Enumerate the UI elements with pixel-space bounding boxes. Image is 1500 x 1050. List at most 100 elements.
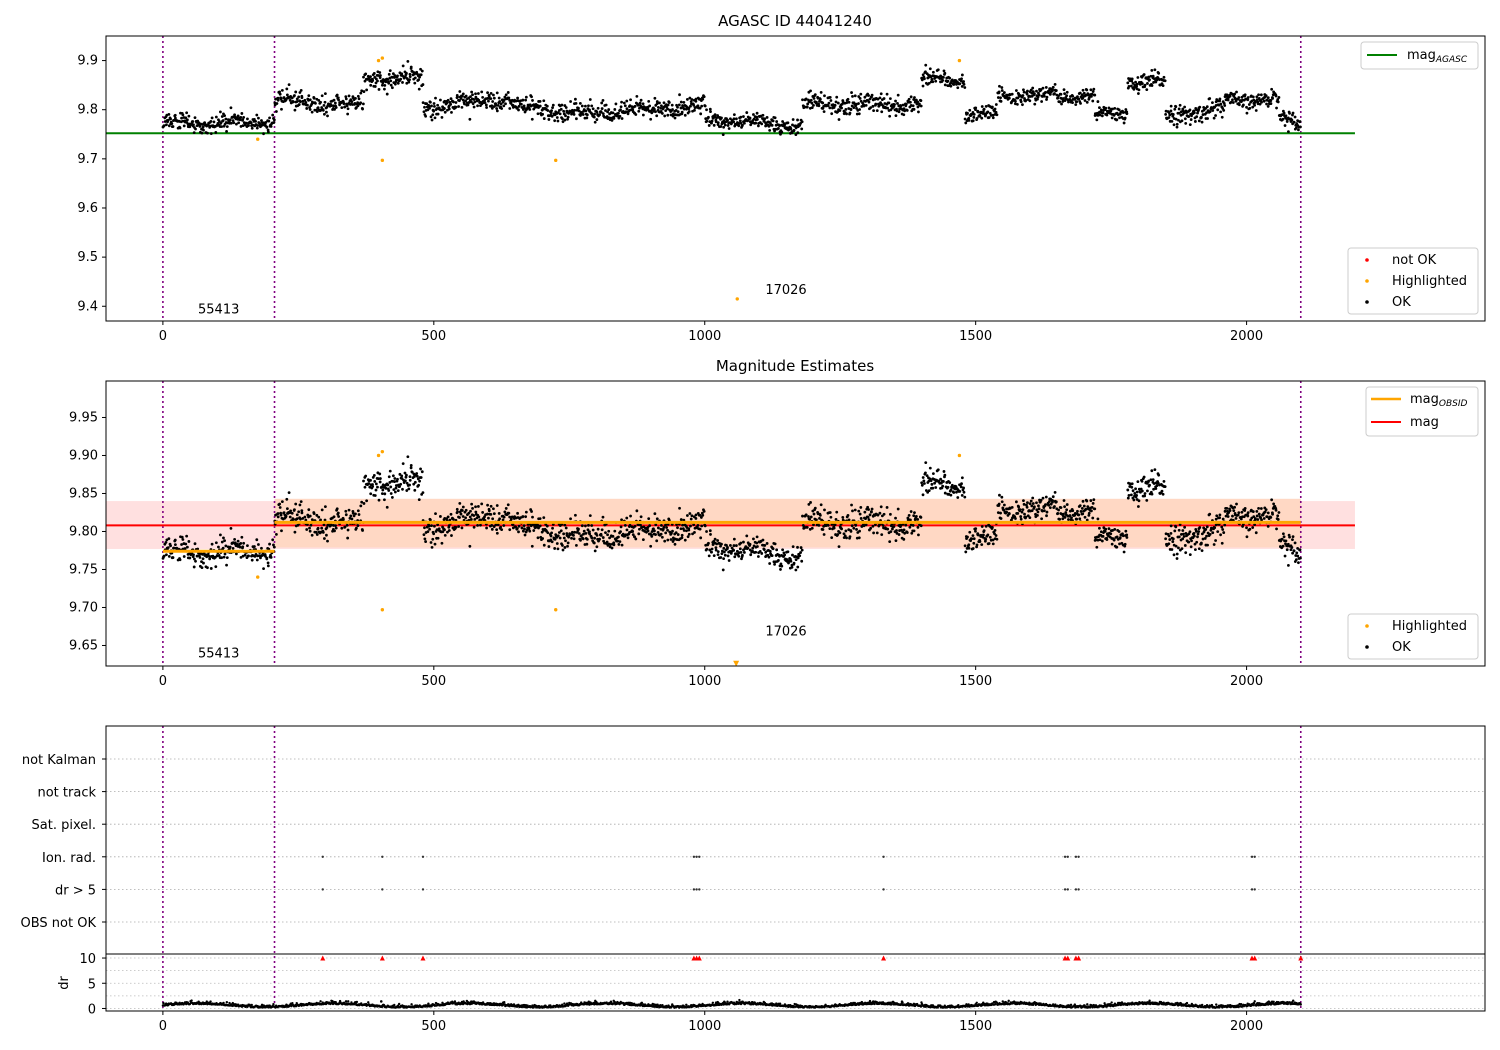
ok-point <box>646 529 650 533</box>
ok-point <box>506 503 510 507</box>
flag-event-point <box>1063 855 1067 858</box>
ok-point <box>1078 91 1082 95</box>
ok-point <box>888 114 892 118</box>
ok-point <box>200 131 204 135</box>
ok-point <box>734 544 738 547</box>
ok-point <box>868 513 872 517</box>
ok-point <box>169 117 172 121</box>
ok-point <box>573 530 577 534</box>
ok-point <box>1246 96 1250 99</box>
ok-point <box>387 475 391 479</box>
ok-point <box>1107 106 1111 110</box>
obsid-annotation: 17026 <box>765 625 806 640</box>
ok-point <box>1084 93 1088 97</box>
ok-point <box>466 103 470 107</box>
ok-point <box>978 540 982 543</box>
ok-point <box>666 113 670 117</box>
ok-point <box>321 108 325 112</box>
ok-point <box>212 120 216 124</box>
ok-point <box>1110 542 1114 546</box>
ok-point <box>1168 538 1172 541</box>
ok-point <box>855 528 858 531</box>
ok-point <box>1062 97 1065 100</box>
ok-point <box>662 526 666 529</box>
ok-point <box>538 517 542 521</box>
ok-point <box>334 524 337 528</box>
ok-point <box>854 524 858 527</box>
ok-point <box>613 529 617 533</box>
ok-point <box>722 550 726 554</box>
ok-point <box>701 97 705 101</box>
ok-point <box>351 511 355 515</box>
ok-point <box>917 533 920 537</box>
ok-point <box>894 99 897 103</box>
ok-point <box>994 110 998 114</box>
ok-point <box>638 527 641 531</box>
highlighted-point <box>554 158 558 163</box>
ok-point <box>267 119 271 123</box>
ok-point <box>480 90 484 94</box>
ok-point <box>483 515 486 519</box>
ok-point <box>1253 517 1257 520</box>
ok-point <box>838 109 842 112</box>
ok-point <box>1091 90 1095 93</box>
ok-point <box>1284 539 1288 543</box>
ok-point <box>559 107 563 111</box>
ok-point <box>1223 509 1227 513</box>
ok-point <box>429 115 433 119</box>
ok-point <box>547 118 551 121</box>
ok-point <box>771 547 775 551</box>
ok-point <box>879 92 883 96</box>
ok-point <box>581 537 585 541</box>
ok-point <box>1137 88 1141 92</box>
ok-point <box>240 535 244 539</box>
ok-point <box>275 102 279 105</box>
ok-point <box>1168 113 1172 117</box>
ok-point <box>982 107 986 111</box>
ok-point <box>609 543 612 546</box>
ok-point <box>1218 516 1222 520</box>
ok-point <box>1140 82 1144 85</box>
ok-point <box>355 526 358 530</box>
ok-point <box>1292 120 1296 124</box>
ok-point <box>346 107 350 111</box>
panel-1-title: AGASC ID 44041240 <box>718 12 872 30</box>
ok-point <box>1045 514 1048 518</box>
ok-point <box>364 72 368 76</box>
ok-point <box>815 100 818 104</box>
ok-point <box>1164 112 1168 116</box>
y-tick-label: 9.65 <box>69 638 98 653</box>
ok-point <box>685 97 689 101</box>
ok-point <box>905 531 909 534</box>
ok-point <box>838 531 842 535</box>
ok-point <box>987 116 991 119</box>
ok-point <box>971 110 975 114</box>
x-tick-label: 500 <box>421 329 446 344</box>
ok-point <box>1096 538 1100 542</box>
ok-point <box>779 132 782 136</box>
ok-point <box>1028 516 1032 520</box>
x-tick-label: 500 <box>421 674 446 689</box>
ok-point <box>870 93 874 97</box>
ok-point <box>1196 535 1199 539</box>
ok-point <box>480 502 484 506</box>
ok-point <box>1206 531 1210 535</box>
ok-point <box>388 69 392 73</box>
ok-point <box>1090 92 1094 96</box>
ok-point <box>208 125 212 129</box>
panel-2-title: Magnitude Estimates <box>716 357 874 375</box>
ok-point <box>791 545 795 549</box>
ok-point <box>1174 117 1178 121</box>
ok-point <box>978 114 982 118</box>
ok-point <box>250 558 254 562</box>
ok-point <box>1276 514 1280 518</box>
ok-point <box>1281 544 1285 548</box>
ok-point <box>433 104 436 108</box>
ok-point <box>289 509 293 513</box>
ok-point <box>165 538 169 542</box>
ok-point <box>971 119 975 123</box>
ok-point <box>192 565 196 569</box>
ok-point <box>500 107 504 110</box>
dr-point <box>228 1001 231 1005</box>
ok-point <box>681 523 684 527</box>
